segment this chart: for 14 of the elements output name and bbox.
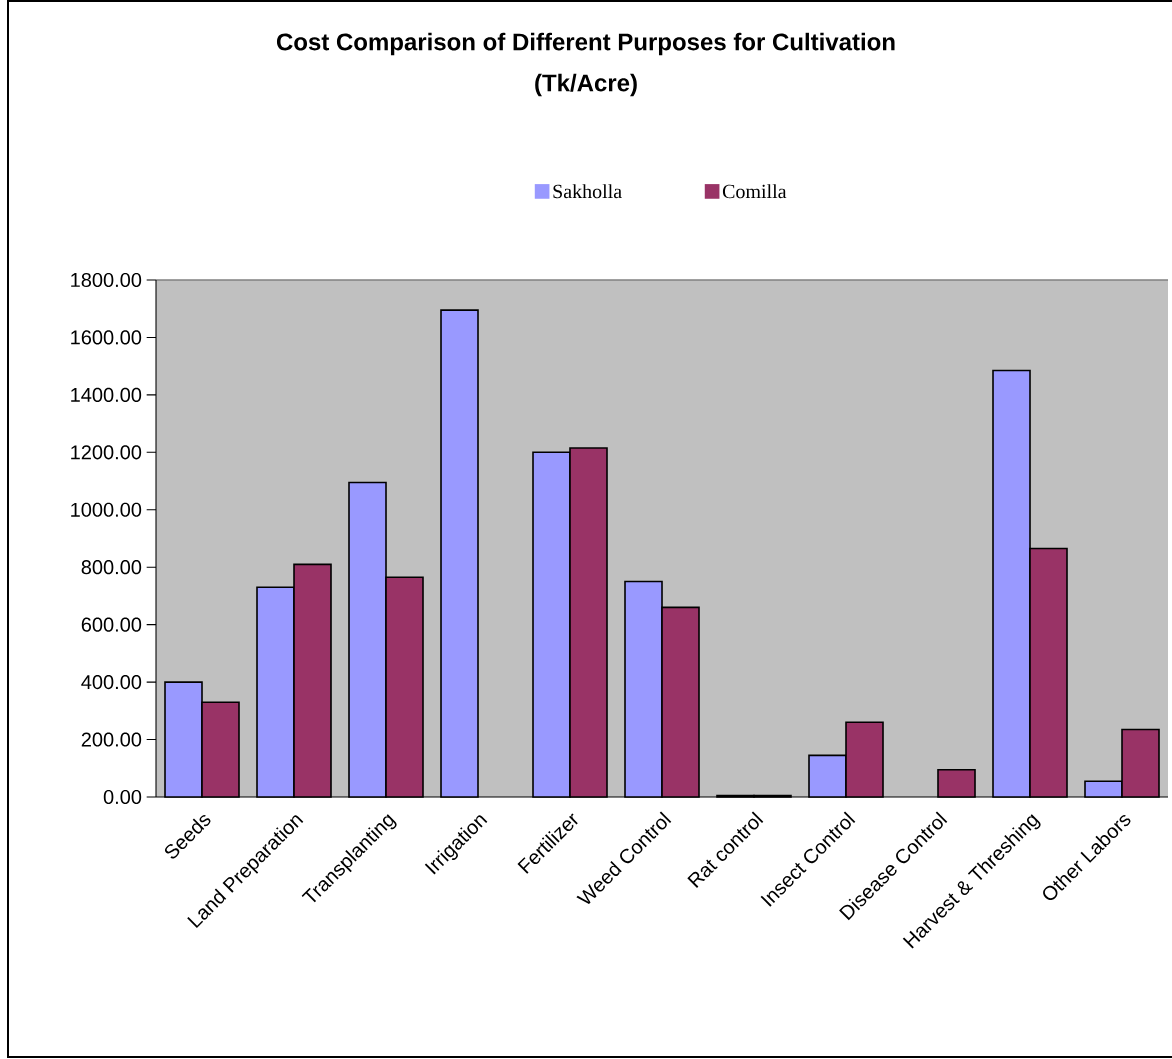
y-tick-label: 0.00 xyxy=(103,789,142,805)
y-tick-label: 1400.00 xyxy=(71,387,142,402)
y-tick-label: 1800.00 xyxy=(71,272,142,288)
y-tick-label: 200.00 xyxy=(81,732,142,747)
chart-title: Cost Comparison of Different Purposes for Cultivation xyxy=(276,32,895,56)
legend-label: Sakholla xyxy=(553,184,622,199)
y-tick-label: 600.00 xyxy=(81,617,142,632)
y-tick-label: 800.00 xyxy=(81,560,142,575)
y-tick-label: 1600.00 xyxy=(71,330,142,345)
legend-label: Comilla xyxy=(722,184,787,199)
chart-subtitle: (Tk/Acre) xyxy=(535,73,637,97)
y-tick-label: 400.00 xyxy=(81,675,142,690)
y-tick-label: 1000.00 xyxy=(71,502,142,517)
y-tick-label: 1200.00 xyxy=(71,445,142,460)
